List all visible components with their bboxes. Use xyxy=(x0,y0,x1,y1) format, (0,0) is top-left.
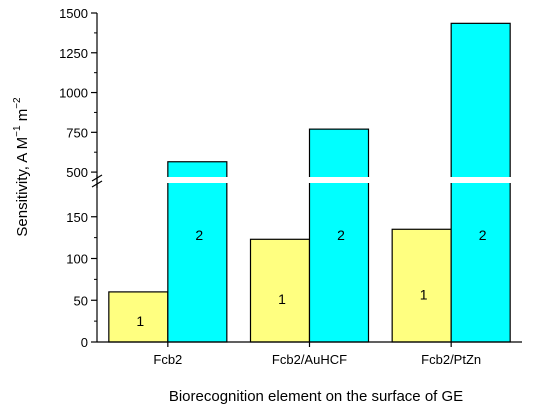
x-tick-label-2: Fcb2/AuHCF xyxy=(272,352,347,367)
bar-1-series-1 xyxy=(108,291,169,343)
y-tick-label-lower-4: 150 xyxy=(66,210,88,225)
ticks-group: Fcb2 Fcb2/AuHCF Fcb2/PtZn 0 50 100 150 500 750 10… xyxy=(59,6,481,367)
bar-3-series-1 xyxy=(391,228,452,343)
y-axis-title-mid: m xyxy=(14,109,31,126)
bar-label-2-series-1: 1 xyxy=(278,291,286,307)
bar-label-3-series-2: 2 xyxy=(479,227,487,243)
y-tick-label-upper-5: 1500 xyxy=(59,6,88,21)
bar-label-1-series-2: 2 xyxy=(195,227,203,243)
x-axis-title: Biorecognition element on the surface of… xyxy=(169,388,463,405)
bar-label-1-series-1: 1 xyxy=(136,313,144,329)
axis-break-mark-2 xyxy=(91,174,103,182)
x-tick-label-1: Fcb2 xyxy=(153,352,182,367)
bar-1-series-2 xyxy=(167,161,228,343)
y-tick-label-lower-3: 100 xyxy=(66,252,88,267)
x-tick-label-3: Fcb2/PtZn xyxy=(421,352,481,367)
y-tick-label-lower-2: 50 xyxy=(74,293,88,308)
y-axis-title-prefix: Sensitivity, A M xyxy=(14,137,31,237)
y-axis-title-exp1: −1 xyxy=(12,125,23,137)
axis-break-mark-1 xyxy=(91,180,103,188)
bar-label-3-series-1: 1 xyxy=(420,287,428,303)
y-tick-label-upper-1: 500 xyxy=(66,165,88,180)
y-axis-title: Sensitivity, A M−1 m−2 xyxy=(12,97,31,237)
y-tick-label-upper-2: 750 xyxy=(66,125,88,140)
axis-break xyxy=(91,177,520,183)
y-tick-label-lower-1: 0 xyxy=(81,335,88,350)
bar-label-2-series-2: 2 xyxy=(337,227,345,243)
bar-2-series-2 xyxy=(308,128,370,343)
axis-break-band xyxy=(91,177,520,183)
y-tick-label-upper-3: 1000 xyxy=(59,86,88,101)
y-axis-title-exp2: −2 xyxy=(12,97,23,109)
y-tick-label-upper-4: 1250 xyxy=(59,46,88,61)
